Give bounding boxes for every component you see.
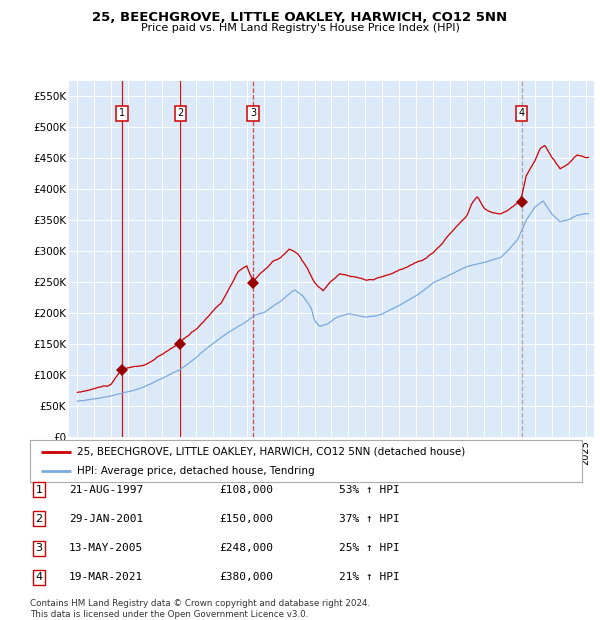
Text: £248,000: £248,000 xyxy=(219,543,273,553)
Text: 4: 4 xyxy=(35,572,43,582)
Text: 2: 2 xyxy=(178,108,184,118)
Text: 25, BEECHGROVE, LITTLE OAKLEY, HARWICH, CO12 5NN: 25, BEECHGROVE, LITTLE OAKLEY, HARWICH, … xyxy=(92,11,508,24)
Text: 3: 3 xyxy=(250,108,256,118)
Text: £108,000: £108,000 xyxy=(219,485,273,495)
Text: 29-JAN-2001: 29-JAN-2001 xyxy=(69,514,143,524)
Text: HPI: Average price, detached house, Tendring: HPI: Average price, detached house, Tend… xyxy=(77,466,314,476)
Text: 1: 1 xyxy=(35,485,43,495)
Text: Contains HM Land Registry data © Crown copyright and database right 2024.
This d: Contains HM Land Registry data © Crown c… xyxy=(30,600,370,619)
Text: 4: 4 xyxy=(518,108,524,118)
Text: 1: 1 xyxy=(119,108,125,118)
Text: 53% ↑ HPI: 53% ↑ HPI xyxy=(339,485,400,495)
Text: 25% ↑ HPI: 25% ↑ HPI xyxy=(339,543,400,553)
Text: 13-MAY-2005: 13-MAY-2005 xyxy=(69,543,143,553)
Text: £380,000: £380,000 xyxy=(219,572,273,582)
Text: Price paid vs. HM Land Registry's House Price Index (HPI): Price paid vs. HM Land Registry's House … xyxy=(140,23,460,33)
Text: 21-AUG-1997: 21-AUG-1997 xyxy=(69,485,143,495)
Text: 21% ↑ HPI: 21% ↑ HPI xyxy=(339,572,400,582)
Text: 19-MAR-2021: 19-MAR-2021 xyxy=(69,572,143,582)
Text: 37% ↑ HPI: 37% ↑ HPI xyxy=(339,514,400,524)
Text: 25, BEECHGROVE, LITTLE OAKLEY, HARWICH, CO12 5NN (detached house): 25, BEECHGROVE, LITTLE OAKLEY, HARWICH, … xyxy=(77,446,465,456)
Text: £150,000: £150,000 xyxy=(219,514,273,524)
Text: 2: 2 xyxy=(35,514,43,524)
Text: 3: 3 xyxy=(35,543,43,553)
